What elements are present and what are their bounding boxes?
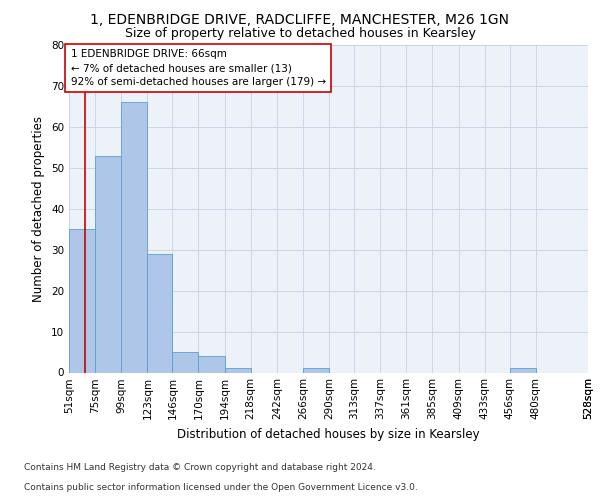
X-axis label: Distribution of detached houses by size in Kearsley: Distribution of detached houses by size … <box>177 428 480 441</box>
Bar <box>509 368 536 372</box>
Bar <box>148 254 172 372</box>
Bar <box>69 229 95 372</box>
Text: 1, EDENBRIDGE DRIVE, RADCLIFFE, MANCHESTER, M26 1GN: 1, EDENBRIDGE DRIVE, RADCLIFFE, MANCHEST… <box>91 12 509 26</box>
Text: Contains HM Land Registry data © Crown copyright and database right 2024.: Contains HM Land Registry data © Crown c… <box>24 464 376 472</box>
Bar <box>303 368 329 372</box>
Bar <box>199 356 224 372</box>
Bar <box>224 368 251 372</box>
Text: Size of property relative to detached houses in Kearsley: Size of property relative to detached ho… <box>125 28 475 40</box>
Bar <box>95 156 121 372</box>
Bar <box>172 352 199 372</box>
Text: 1 EDENBRIDGE DRIVE: 66sqm
← 7% of detached houses are smaller (13)
92% of semi-d: 1 EDENBRIDGE DRIVE: 66sqm ← 7% of detach… <box>71 49 326 87</box>
Text: Contains public sector information licensed under the Open Government Licence v3: Contains public sector information licen… <box>24 484 418 492</box>
Bar <box>121 102 148 372</box>
Y-axis label: Number of detached properties: Number of detached properties <box>32 116 46 302</box>
